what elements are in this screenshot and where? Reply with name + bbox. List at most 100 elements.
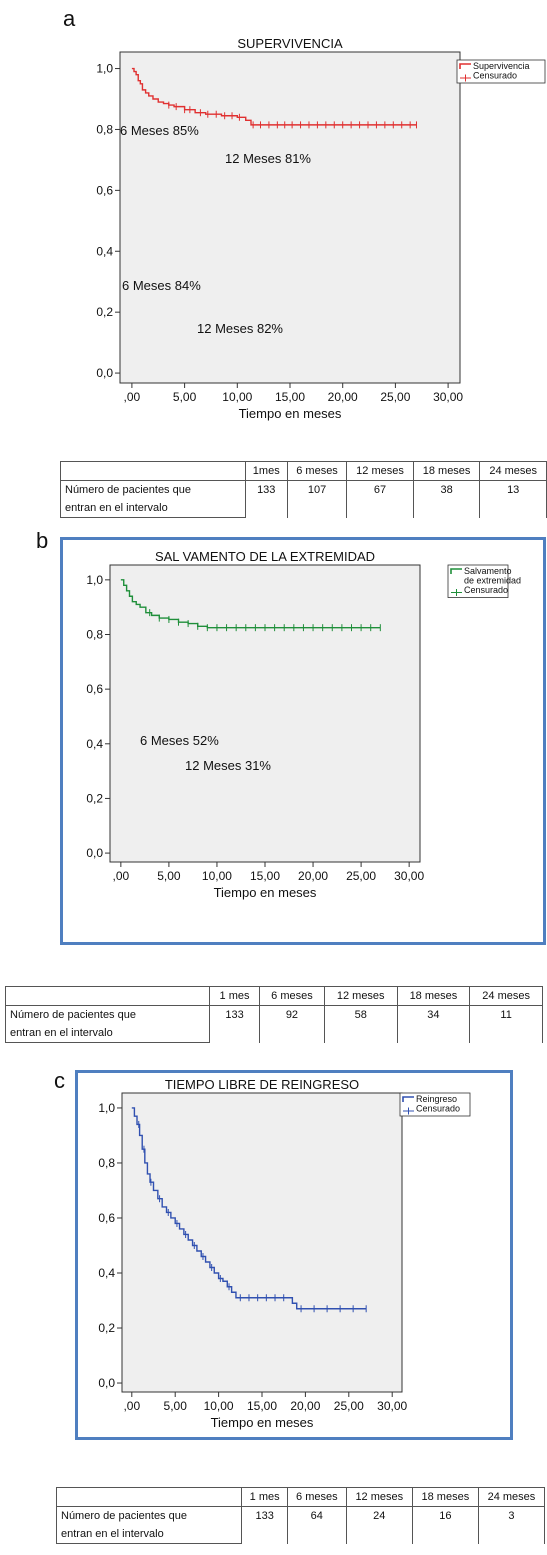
x-tick-label: 25,00 <box>380 390 410 404</box>
chart-supervivencia: SUPERVIVENCIA 0,0 0,2 0,4 0,6 0,8 1,0 ,00 5,00 10… <box>96 36 546 421</box>
legend-label: Censurado <box>464 585 508 595</box>
table-header-cell: 12 meses <box>345 1487 413 1507</box>
x-tick-label: ,00 <box>113 869 130 883</box>
x-axis-label: Tiempo en meses <box>214 885 317 900</box>
y-tick-label: 0,2 <box>98 1321 115 1335</box>
row-label-continued: entran en el intervalo <box>60 499 246 518</box>
panel-letter-b: b <box>36 528 49 553</box>
legend-box <box>399 1092 471 1117</box>
y-tick-label: 1,0 <box>96 62 113 76</box>
table-value-cell: 13 <box>479 480 547 518</box>
y-tick-label: 0,0 <box>96 366 113 380</box>
x-tick-label: 20,00 <box>290 1399 320 1413</box>
row-label-continued: entran en el intervalo <box>4 1024 211 1043</box>
x-tick-label: 5,00 <box>173 390 197 404</box>
table-value-cell: 11 <box>469 1005 543 1043</box>
row-label-continued: entran en el intervalo <box>55 1525 243 1544</box>
y-tick-label: 0,8 <box>96 122 113 136</box>
y-tick-label: 0,6 <box>86 682 103 696</box>
legend-box <box>456 59 546 84</box>
table-corner <box>4 986 211 1006</box>
panel-c-frame <box>75 1070 513 1440</box>
x-tick-label: 5,00 <box>157 869 181 883</box>
x-tick-label: 15,00 <box>275 390 305 404</box>
y-tick-label: 1,0 <box>86 573 103 587</box>
x-tick-label: 10,00 <box>202 869 232 883</box>
table-value-cell: 67 <box>346 480 414 518</box>
y-tick-label: 0,4 <box>96 244 113 258</box>
chart-salvamento-extremidad: SAL VAMENTO DE LA EXTREMIDAD 0,0 0,2 0,4 0,6… <box>86 278 521 900</box>
legend-label: Censurado <box>416 1104 460 1114</box>
legend-swatch-curve <box>459 63 471 69</box>
x-tick-label: 25,00 <box>346 869 376 883</box>
annotation-12-meses: 12 Meses 82% <box>197 321 283 336</box>
annotation-6-meses: 6 Meses 85% <box>120 123 199 138</box>
x-axis-label: Tiempo en meses <box>239 406 342 421</box>
table-header-cell: 6 meses <box>286 461 348 481</box>
x-tick-label: 15,00 <box>247 1399 277 1413</box>
table-c: 1 mes 6 meses 12 meses 18 meses 24 meses Núme… <box>55 1487 546 1544</box>
table-header-cell: 12 meses <box>346 461 414 481</box>
row-label: Número de pacientes que <box>55 1506 243 1525</box>
table-value-cell: 38 <box>412 480 481 518</box>
table-header-cell: 6 meses <box>286 1487 347 1507</box>
survival-curve <box>131 67 417 126</box>
table-header-cell: 18 meses <box>411 1487 479 1507</box>
chart-title: SUPERVIVENCIA <box>237 36 343 51</box>
y-tick-label: 0,8 <box>98 1156 115 1170</box>
table-header-cell: 24 meses <box>479 461 547 481</box>
y-tick-label: 1,0 <box>98 1101 115 1115</box>
table-value-cell: 64 <box>286 1506 347 1544</box>
x-tick-label: 25,00 <box>334 1399 364 1413</box>
legend-label: Salvamento <box>464 566 512 576</box>
x-axis-label: Tiempo en meses <box>211 1415 314 1430</box>
annotation-6-meses: 6 Meses 52% <box>140 733 219 748</box>
x-tick-label: 30,00 <box>394 869 424 883</box>
table-value-cell: 133 <box>244 480 288 518</box>
legend-swatch-curve <box>402 1096 414 1102</box>
x-tick-label: 10,00 <box>222 390 252 404</box>
table-value-cell: 34 <box>396 1005 471 1043</box>
y-tick-label: 0,0 <box>98 1376 115 1390</box>
x-tick-label: 30,00 <box>433 390 463 404</box>
panel-letter-a: a <box>63 6 76 31</box>
table-value-cell: 133 <box>209 1005 261 1043</box>
table-header-cell: 1 mes <box>241 1487 288 1507</box>
x-tick-label: 20,00 <box>298 869 328 883</box>
table-value-cell: 24 <box>345 1506 413 1544</box>
legend-label: de extremidad <box>464 576 521 586</box>
y-tick-label: 0,2 <box>96 305 113 319</box>
x-tick-label: 10,00 <box>204 1399 234 1413</box>
survival-curve <box>120 579 381 629</box>
panel-letter-c: c <box>54 1068 65 1093</box>
table-header-cell: 18 meses <box>412 461 481 481</box>
legend-label: Censurado <box>473 71 517 81</box>
legend-label: Reingreso <box>416 1094 457 1104</box>
table-b: 1 mes 6 meses 12 meses 18 meses 24 meses Núme… <box>4 986 543 1043</box>
y-tick-label: 0,0 <box>86 846 103 860</box>
y-tick-label: 0,4 <box>98 1266 115 1280</box>
row-label: Número de pacientes que <box>60 480 246 499</box>
plot-area <box>121 1092 403 1393</box>
x-tick-label: 30,00 <box>377 1399 407 1413</box>
table-header-cell: 6 meses <box>259 986 325 1006</box>
table-header-cell: 18 meses <box>396 986 471 1006</box>
legend-label: Supervivencia <box>473 61 530 71</box>
x-tick-label: ,00 <box>124 390 141 404</box>
y-tick-label: 0,4 <box>86 737 103 751</box>
table-header-cell: 24 meses <box>469 986 543 1006</box>
x-tick-label: 20,00 <box>328 390 358 404</box>
annotation-12-meses: 12 Meses 31% <box>185 758 271 773</box>
x-tick-label: 15,00 <box>250 869 280 883</box>
legend-swatch-curve <box>450 568 462 574</box>
table-value-cell: 3 <box>477 1506 546 1544</box>
table-header-cell: 24 meses <box>477 1487 546 1507</box>
table-value-cell: 58 <box>323 1005 398 1043</box>
table-header-cell: 12 meses <box>323 986 398 1006</box>
y-tick-label: 0,8 <box>86 627 103 641</box>
table-header-cell: 1mes <box>244 461 288 481</box>
chart-title: SAL VAMENTO DE LA EXTREMIDAD <box>155 549 375 564</box>
table-header-cell: 1 mes <box>209 986 261 1006</box>
x-tick-label: 5,00 <box>164 1399 188 1413</box>
table-value-cell: 107 <box>286 480 348 518</box>
